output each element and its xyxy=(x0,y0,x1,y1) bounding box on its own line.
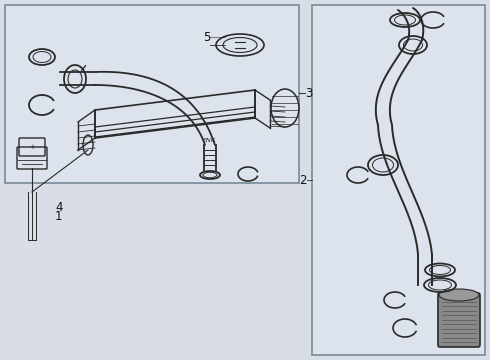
FancyBboxPatch shape xyxy=(438,293,480,347)
Text: +: + xyxy=(29,144,35,150)
Text: ENG: ENG xyxy=(203,138,217,143)
Text: 1: 1 xyxy=(55,210,63,222)
Text: 3: 3 xyxy=(305,86,313,99)
Ellipse shape xyxy=(439,289,479,301)
Bar xyxy=(312,5,485,355)
Text: 2: 2 xyxy=(299,174,307,186)
Text: 4: 4 xyxy=(55,201,63,213)
Bar xyxy=(5,5,299,183)
Text: 5: 5 xyxy=(203,31,210,44)
